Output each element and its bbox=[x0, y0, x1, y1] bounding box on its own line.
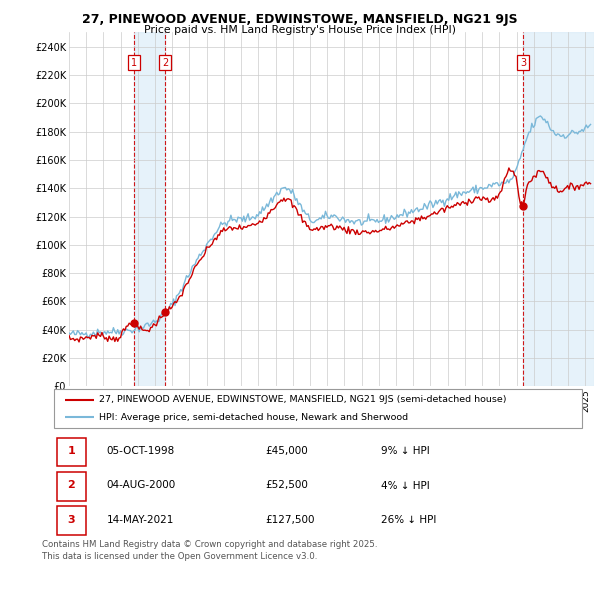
FancyBboxPatch shape bbox=[56, 506, 86, 535]
Text: 27, PINEWOOD AVENUE, EDWINSTOWE, MANSFIELD, NG21 9JS (semi-detached house): 27, PINEWOOD AVENUE, EDWINSTOWE, MANSFIE… bbox=[99, 395, 506, 404]
FancyBboxPatch shape bbox=[56, 472, 86, 500]
Text: Contains HM Land Registry data © Crown copyright and database right 2025.
This d: Contains HM Land Registry data © Crown c… bbox=[42, 540, 377, 561]
Text: £52,500: £52,500 bbox=[265, 480, 308, 490]
Text: £127,500: £127,500 bbox=[265, 514, 315, 525]
Text: 2: 2 bbox=[162, 58, 169, 67]
Text: HPI: Average price, semi-detached house, Newark and Sherwood: HPI: Average price, semi-detached house,… bbox=[99, 413, 408, 422]
Text: Price paid vs. HM Land Registry's House Price Index (HPI): Price paid vs. HM Land Registry's House … bbox=[144, 25, 456, 35]
Text: 04-AUG-2000: 04-AUG-2000 bbox=[107, 480, 176, 490]
Bar bbox=[134, 32, 165, 386]
Text: 1: 1 bbox=[131, 58, 137, 67]
FancyBboxPatch shape bbox=[54, 389, 582, 428]
Text: 4% ↓ HPI: 4% ↓ HPI bbox=[382, 480, 430, 490]
Text: 3: 3 bbox=[520, 58, 526, 67]
Text: 1: 1 bbox=[67, 446, 75, 456]
Text: 26% ↓ HPI: 26% ↓ HPI bbox=[382, 514, 437, 525]
Text: 14-MAY-2021: 14-MAY-2021 bbox=[107, 514, 174, 525]
Text: 05-OCT-1998: 05-OCT-1998 bbox=[107, 446, 175, 456]
Text: 27, PINEWOOD AVENUE, EDWINSTOWE, MANSFIELD, NG21 9JS: 27, PINEWOOD AVENUE, EDWINSTOWE, MANSFIE… bbox=[82, 13, 518, 26]
Text: 9% ↓ HPI: 9% ↓ HPI bbox=[382, 446, 430, 456]
Text: 3: 3 bbox=[67, 514, 75, 525]
Text: £45,000: £45,000 bbox=[265, 446, 308, 456]
Text: 2: 2 bbox=[67, 480, 75, 490]
FancyBboxPatch shape bbox=[56, 438, 86, 466]
Bar bbox=[523, 32, 594, 386]
